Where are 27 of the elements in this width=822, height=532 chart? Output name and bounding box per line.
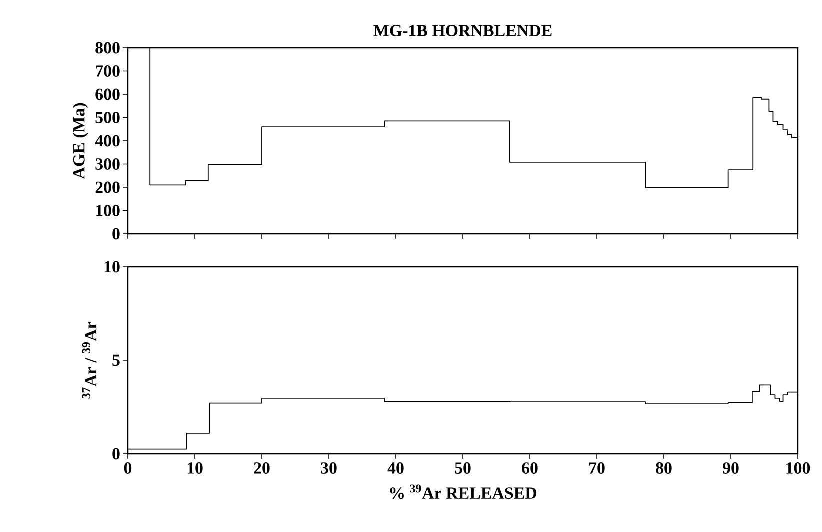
y-tick-label: 10 [104,261,120,273]
x-tick-label: 10 [188,462,203,474]
x-tick-label: 100 [786,462,810,474]
x-tick-label: 0 [124,462,132,474]
y-tick-label: 5 [112,354,120,366]
x-tick-label: 40 [388,462,404,474]
y-tick-label: 700 [96,66,120,77]
y-tick-label: 600 [96,88,120,100]
y-tick-label: 100 [96,205,120,216]
y-tick-label: 400 [95,135,120,147]
x-tick-label: 20 [254,462,270,474]
chart-title: MG-1B HORNBLENDE [374,25,552,37]
y-tick-label: 800 [96,42,120,54]
x-tick-label: 50 [455,462,471,474]
y-tick-label: 0 [112,228,120,240]
y-tick-label: 300 [96,158,120,170]
x-tick-label: 30 [321,462,337,474]
x-tick-label: 80 [656,462,672,474]
y-tick-label: 500 [96,112,120,124]
y-axis-title: $^{37}$Ar / $^{39}$Ar [82,322,97,399]
y-tick-label: 0 [112,448,120,460]
x-axis-title: % $^{39}$Ar RELEASED [390,484,537,500]
x-tick-label: 60 [522,462,538,474]
y-tick-label: 200 [96,182,120,194]
x-tick-label: 90 [723,462,739,474]
y-axis-title: AGE (Ma) [72,103,88,180]
x-tick-label: 70 [590,462,605,474]
